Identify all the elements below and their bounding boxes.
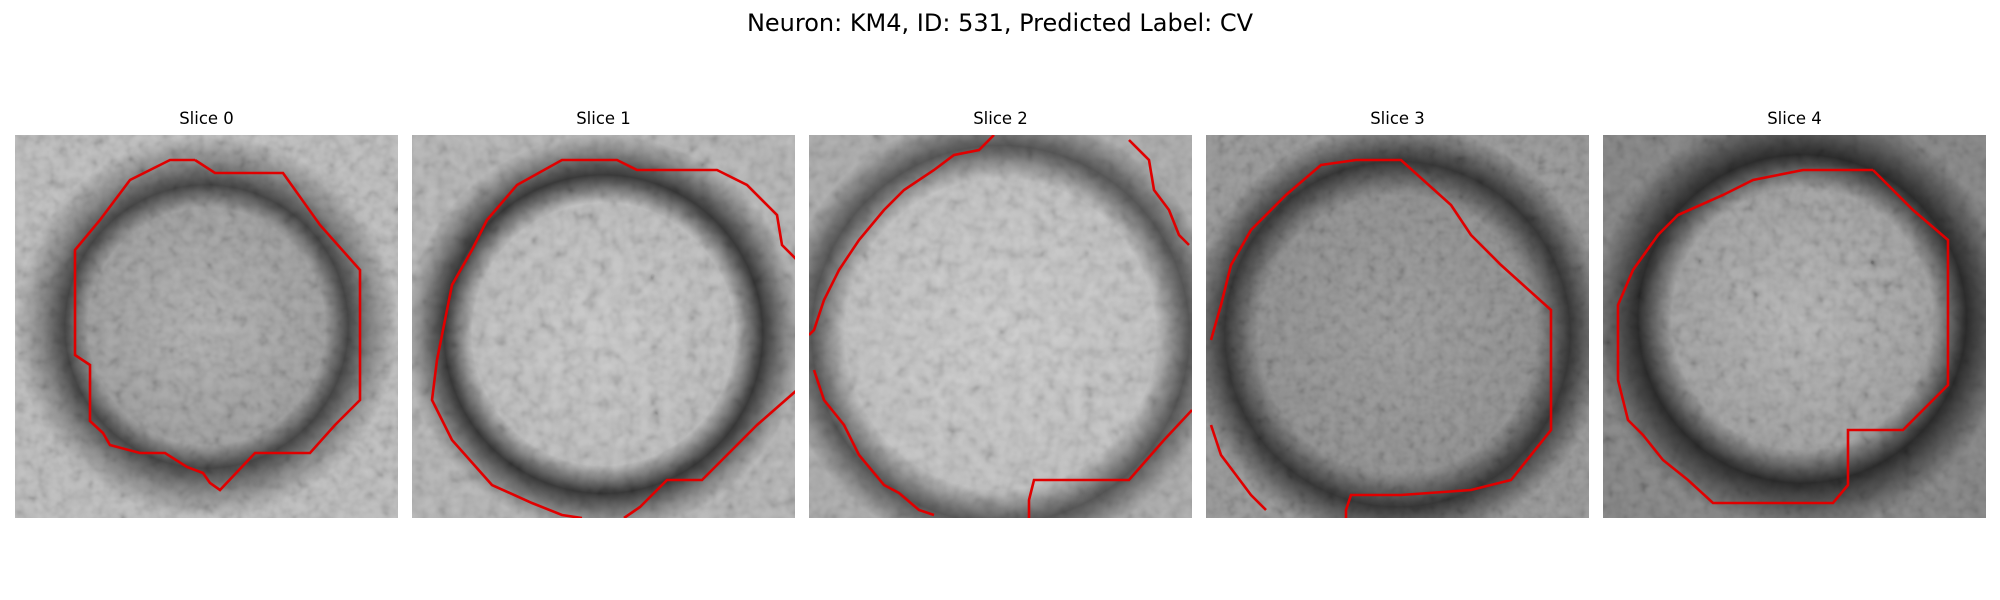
contour-line — [1616, 168, 1950, 505]
contour-line — [809, 135, 995, 336]
slice-title: Slice 4 — [1767, 109, 1822, 128]
slice-image — [809, 135, 1192, 518]
slice-title: Slice 0 — [179, 109, 234, 128]
slice-panel-4: Slice 4 — [1603, 108, 1986, 518]
slice-panel-3: Slice 3 — [1206, 108, 1589, 518]
slice-image — [1206, 135, 1589, 518]
contour-line — [1027, 409, 1192, 518]
slice-title: Slice 2 — [973, 109, 1028, 128]
contour-line — [1209, 158, 1553, 518]
contour-line — [812, 369, 935, 517]
slice-image — [1603, 135, 1986, 518]
slice-image — [15, 135, 398, 518]
slice-title: Slice 3 — [1370, 109, 1425, 128]
contour-line — [1128, 139, 1190, 246]
contour-line — [430, 158, 795, 518]
slice-panel-0: Slice 0 — [15, 108, 398, 518]
slice-title: Slice 1 — [576, 109, 631, 128]
contour-line — [73, 158, 362, 492]
slice-panel-1: Slice 1 — [412, 108, 795, 518]
contour-line — [1209, 424, 1267, 511]
slice-image — [412, 135, 795, 518]
contour-line — [623, 390, 795, 518]
slice-panel-2: Slice 2 — [809, 108, 1192, 518]
figure-title: Neuron: KM4, ID: 531, Predicted Label: C… — [746, 9, 1254, 37]
